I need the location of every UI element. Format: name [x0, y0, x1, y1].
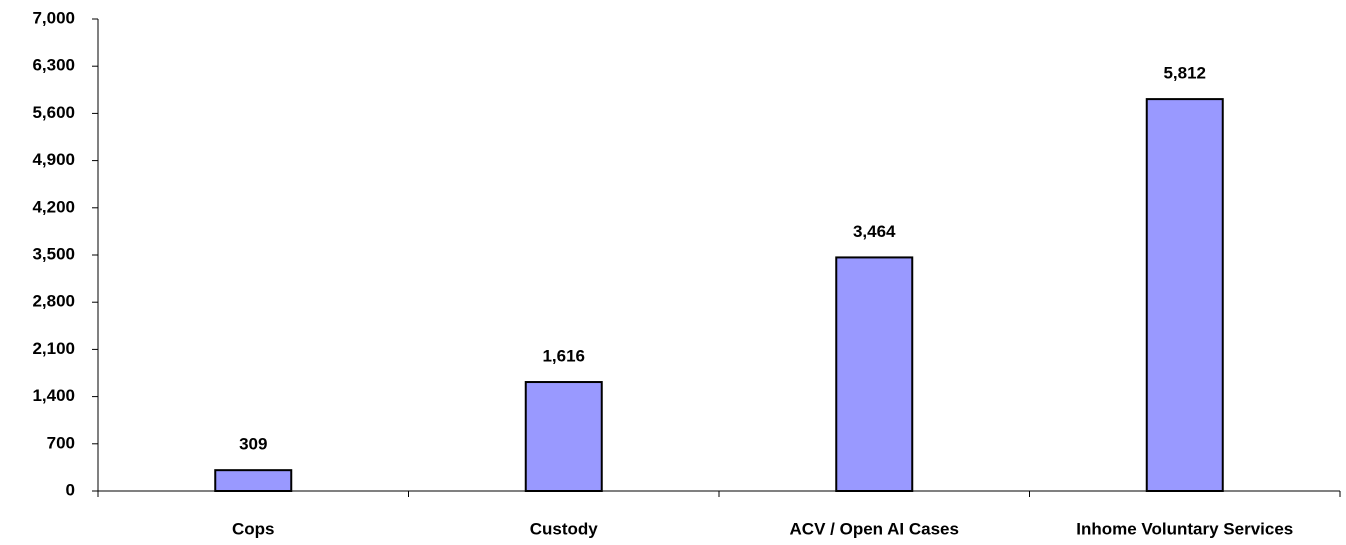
x-tick-label: ACV / Open AI Cases [790, 519, 959, 538]
bar [214, 469, 293, 493]
data-label: 1,616 [542, 347, 585, 366]
y-tick-label: 700 [47, 433, 75, 452]
y-tick-label: 6,300 [32, 56, 75, 75]
bar [835, 256, 914, 492]
x-tick-label: Inhome Voluntary Services [1076, 519, 1293, 538]
y-tick-label: 1,400 [32, 386, 75, 405]
x-tick-label: Cops [232, 519, 275, 538]
data-label: 309 [239, 435, 267, 454]
y-tick-label: 2,100 [32, 339, 75, 358]
y-tick-label: 3,500 [32, 244, 75, 263]
y-tick-label: 4,900 [32, 150, 75, 169]
y-tick-label: 5,600 [32, 103, 75, 122]
x-tick-label: Custody [530, 519, 599, 538]
y-tick-label: 4,200 [32, 197, 75, 216]
y-tick-label: 0 [66, 480, 75, 499]
bar [1145, 98, 1224, 493]
data-label: 3,464 [853, 222, 896, 241]
y-tick-label: 2,800 [32, 292, 75, 311]
bar [524, 381, 603, 492]
data-label: 5,812 [1163, 64, 1206, 83]
y-tick-label: 7,000 [32, 8, 75, 27]
